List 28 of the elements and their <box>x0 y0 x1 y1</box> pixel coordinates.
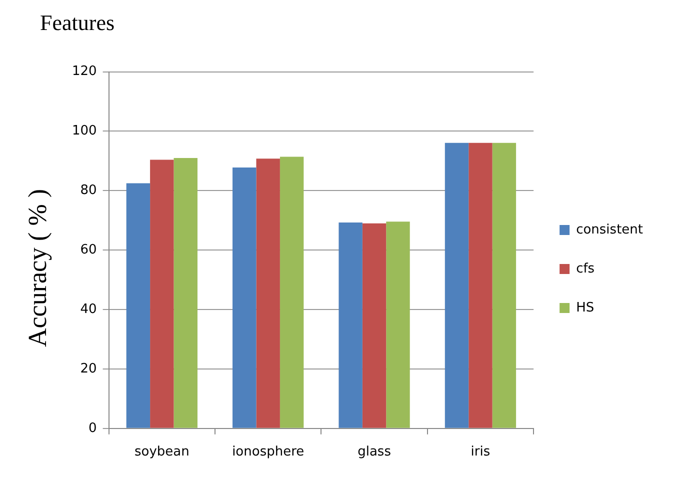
bar <box>492 142 516 428</box>
bar <box>338 222 362 428</box>
x-tick-label: soybean <box>134 444 190 460</box>
legend-label: consistent <box>576 222 644 238</box>
bar <box>174 158 198 428</box>
legend-label: HS <box>576 300 594 316</box>
bar <box>362 223 386 428</box>
y-tick-label: 80 <box>80 183 97 198</box>
bar <box>126 183 150 428</box>
bar <box>232 167 256 428</box>
bar <box>444 142 469 428</box>
y-tick-label: 60 <box>80 242 97 258</box>
x-tick-label: ionosphere <box>232 444 304 460</box>
bar <box>256 158 280 428</box>
legend-label: cfs <box>576 261 595 276</box>
bar <box>386 222 410 428</box>
y-axis-title: Accuracy ( % ) <box>23 188 53 348</box>
bar <box>150 160 174 428</box>
chart-title: Features <box>40 10 115 36</box>
y-tick-label: 0 <box>88 420 97 436</box>
bar <box>468 142 492 428</box>
x-tick-label: iris <box>470 444 490 460</box>
y-tick-label: 120 <box>72 64 97 80</box>
y-tick-label: 40 <box>80 302 97 317</box>
y-tick-label: 20 <box>80 361 97 376</box>
y-tick-label: 100 <box>72 124 97 139</box>
x-tick-label: glass <box>358 444 392 460</box>
bar <box>280 156 304 428</box>
